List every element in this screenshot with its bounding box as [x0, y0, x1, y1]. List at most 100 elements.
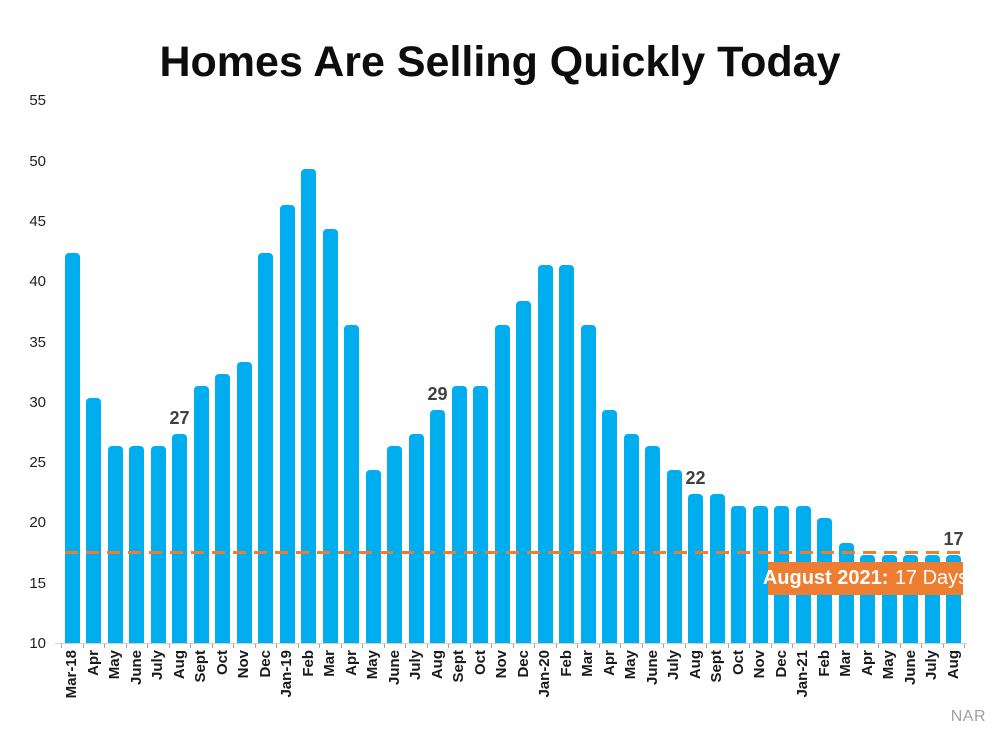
x-axis-tick-mark: [168, 644, 170, 648]
bar: [193, 385, 209, 644]
bar-value-label: 22: [685, 468, 706, 489]
bar: [559, 265, 574, 644]
bar: [344, 325, 359, 644]
x-axis-tick-label: Apr: [342, 650, 360, 676]
bar-value-label: 29: [427, 383, 448, 404]
x-axis-line: [55, 643, 967, 644]
bar: [301, 168, 316, 644]
bar: [516, 301, 531, 644]
x-axis-tick-mark: [469, 644, 471, 648]
x-axis-tick-label: May: [106, 650, 123, 680]
x-axis-tick-label: May: [880, 650, 897, 680]
x-axis-tick-mark: [340, 644, 342, 648]
x-axis-tick-mark: [383, 644, 385, 648]
x-axis-tick-mark: [276, 644, 278, 648]
bar: [86, 397, 101, 644]
y-axis-tick-label: 55: [29, 92, 46, 110]
x-axis-tick-label: June: [643, 650, 661, 686]
x-axis-tick-label: Oct: [729, 650, 747, 676]
x-axis-tick-label: Nov: [235, 650, 252, 679]
chart-title: Homes Are Selling Quickly Today: [159, 38, 841, 86]
x-axis-tick-mark: [555, 644, 557, 648]
annotation-callout: August 2021: 17 Days: [763, 562, 968, 595]
x-axis-tick-mark: [491, 644, 493, 648]
x-axis-tick-label: July: [923, 650, 940, 681]
x-axis-tick-label: June: [901, 650, 919, 686]
x-axis-tick-mark: [641, 644, 643, 648]
x-axis-tick-mark: [405, 644, 407, 648]
x-axis-tick-mark: [835, 644, 837, 648]
x-axis-tick-label: Aug: [428, 650, 446, 680]
x-axis-tick-label: Sept: [450, 650, 467, 683]
bar: [602, 409, 617, 644]
annotation-regular-text: 17 Days: [894, 567, 969, 589]
bar: [64, 253, 80, 644]
x-axis-tick-mark: [878, 644, 880, 648]
bar: [215, 373, 230, 644]
bar: [236, 361, 252, 644]
x-axis-tick-label: Oct: [471, 650, 489, 676]
x-axis-tick-label: Dec: [256, 650, 274, 678]
x-axis-tick-label: May: [364, 650, 381, 680]
x-axis-tick-label: Mar-18: [63, 650, 80, 699]
source-credit: NAR: [950, 708, 986, 725]
bar: [129, 446, 144, 644]
x-axis-tick-label: Apr: [600, 650, 618, 676]
bar: [688, 494, 703, 644]
y-axis-tick-label: 35: [29, 333, 46, 351]
x-axis-tick-label: Oct: [213, 650, 231, 676]
y-axis-tick-label: 10: [29, 635, 46, 652]
bar: [645, 446, 660, 644]
y-axis-tick-label: 40: [29, 273, 46, 291]
bar: [709, 494, 725, 644]
x-axis-tick-mark: [211, 644, 213, 648]
x-axis-tick-mark: [598, 644, 600, 648]
bar: [623, 433, 639, 644]
x-axis-tick-label: Mar: [837, 650, 854, 677]
x-axis-tick-mark: [82, 644, 84, 648]
x-axis-tick-mark: [577, 644, 579, 648]
x-axis-tick-mark: [727, 644, 729, 648]
x-axis-tick-mark: [663, 644, 665, 648]
bar: [580, 325, 596, 644]
x-axis-tick-label: June: [385, 650, 403, 686]
x-axis-tick-label: July: [149, 650, 166, 681]
y-axis-tick-label: 20: [29, 514, 46, 532]
x-axis-tick-label: Mar: [579, 650, 596, 677]
x-axis-tick-label: Feb: [299, 650, 317, 677]
x-axis-tick-mark: [125, 644, 127, 648]
y-axis-tick-label: 45: [29, 212, 46, 230]
bar: [150, 446, 166, 644]
x-axis-tick-mark: [190, 644, 192, 648]
x-axis-tick-mark: [813, 644, 815, 648]
x-axis-tick-label: Sept: [708, 650, 725, 683]
bar: [279, 204, 295, 644]
bar: [731, 506, 746, 644]
x-axis-tick-label: Dec: [772, 650, 790, 678]
bar: [408, 433, 424, 644]
x-axis-tick-mark: [512, 644, 514, 648]
bar-value-label: 27: [169, 407, 190, 428]
x-axis-tick-label: Apr: [858, 650, 876, 676]
x-axis-tick-label: May: [622, 650, 639, 680]
x-axis-tick-mark: [319, 644, 321, 648]
x-axis-tick-mark: [147, 644, 149, 648]
x-axis-tick-mark: [297, 644, 299, 648]
bar: [258, 253, 273, 644]
x-axis-tick-mark: [770, 644, 772, 648]
bar: [494, 325, 510, 644]
x-axis-tick-mark: [706, 644, 708, 648]
x-axis-tick-mark: [254, 644, 256, 648]
annotation-bold-text: August 2021:: [762, 567, 889, 589]
x-axis-tick-mark: [856, 644, 858, 648]
x-axis-tick-label: Dec: [514, 650, 532, 678]
x-axis-tick-mark: [534, 644, 536, 648]
x-axis-tick-mark: [362, 644, 364, 648]
x-axis-tick-label: Apr: [84, 650, 102, 676]
bar: [537, 265, 553, 644]
bar: [322, 228, 338, 644]
x-axis-tick-label: July: [407, 650, 424, 681]
bar: [107, 446, 123, 644]
